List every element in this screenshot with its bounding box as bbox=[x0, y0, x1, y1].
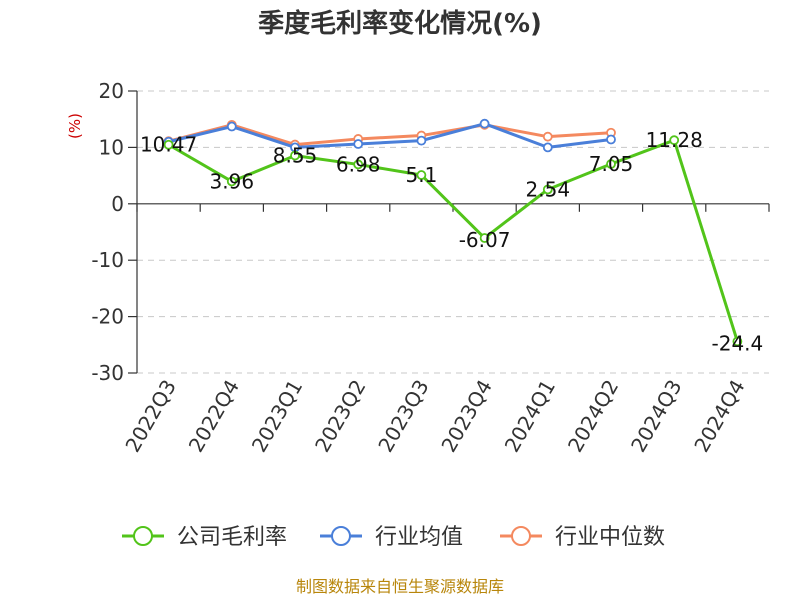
y-tick-label: -20 bbox=[91, 305, 124, 329]
x-tick-label: 2024Q3 bbox=[626, 376, 686, 457]
y-tick-label: 10 bbox=[99, 135, 124, 159]
x-tick-label: 2023Q2 bbox=[310, 376, 370, 457]
series-line bbox=[167, 138, 739, 342]
data-point bbox=[479, 118, 490, 129]
x-tick-label: 2024Q1 bbox=[500, 376, 560, 457]
data-point bbox=[163, 139, 174, 150]
data-point bbox=[542, 184, 553, 195]
legend-label: 行业均值 bbox=[375, 525, 463, 550]
data-label: 2.54 bbox=[526, 177, 571, 201]
x-tick-label: 2022Q4 bbox=[184, 376, 244, 457]
y-tick-label: -30 bbox=[91, 361, 124, 385]
x-tick-label: 2023Q4 bbox=[436, 375, 496, 456]
series-lines bbox=[163, 118, 743, 347]
data-point bbox=[226, 176, 237, 187]
legend-label: 行业中位数 bbox=[555, 525, 665, 550]
source-note: 制图数据来自恒生聚源数据库 bbox=[296, 577, 504, 596]
series-line bbox=[168, 122, 612, 149]
x-tick-label: 2024Q2 bbox=[563, 376, 623, 457]
data-label: 7.05 bbox=[589, 152, 634, 176]
data-point bbox=[606, 134, 616, 145]
data-label: 6.98 bbox=[336, 152, 381, 176]
data-point bbox=[542, 142, 553, 153]
data-point bbox=[416, 170, 427, 180]
data-labels: 10.47 3.96 8.55 6.98 5.1 -6.07 2.54 7.05 11.28 -2… bbox=[140, 128, 763, 355]
y-tick-label: 20 bbox=[99, 79, 124, 103]
y-tick-label: -10 bbox=[91, 248, 124, 272]
data-point bbox=[416, 135, 427, 146]
y-tick-label: 0 bbox=[111, 192, 124, 216]
legend-marker-circle bbox=[331, 526, 351, 546]
x-tick-label: 2023Q1 bbox=[247, 376, 307, 457]
data-label: -6.07 bbox=[459, 228, 511, 252]
data-point bbox=[226, 121, 237, 132]
data-point bbox=[542, 131, 553, 142]
data-point bbox=[669, 135, 680, 146]
data-label: 3.96 bbox=[210, 169, 255, 193]
data-label: -24.4 bbox=[712, 331, 764, 355]
data-label: 8.55 bbox=[273, 144, 318, 168]
y-axis-unit-label: (%) bbox=[66, 113, 84, 139]
data-point bbox=[479, 233, 490, 243]
data-label: 10.47 bbox=[140, 133, 197, 157]
legend-label: 公司毛利率 bbox=[177, 525, 287, 550]
data-point bbox=[290, 150, 300, 161]
data-point bbox=[606, 159, 616, 169]
legend: 公司毛利率 行业均值 行业中位数 bbox=[122, 525, 665, 550]
data-label: 5.1 bbox=[405, 163, 437, 187]
legend-marker-circle bbox=[133, 526, 153, 546]
data-point bbox=[732, 336, 743, 347]
x-tick-label: 2022Q3 bbox=[120, 376, 180, 457]
data-label: 11.28 bbox=[646, 128, 703, 152]
x-tick-label: 2023Q3 bbox=[373, 376, 433, 457]
data-point bbox=[353, 159, 364, 170]
data-point bbox=[353, 139, 364, 149]
x-tick-label: 2024Q4 bbox=[689, 376, 749, 457]
chart-title: 季度毛利率变化情况(%) bbox=[258, 8, 542, 39]
series-line bbox=[168, 123, 612, 147]
legend-marker-circle bbox=[511, 526, 531, 546]
